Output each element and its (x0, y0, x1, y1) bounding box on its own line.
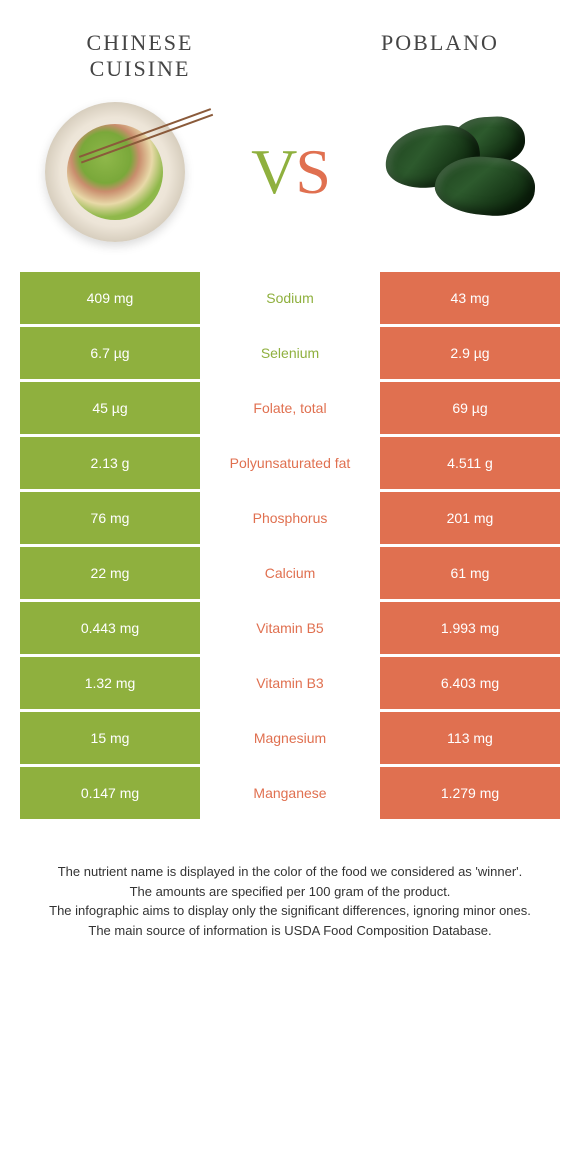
vs-label: VS (251, 135, 329, 209)
vs-row: VS (0, 92, 580, 272)
right-value: 201 mg (380, 492, 560, 544)
left-value: 2.13 g (20, 437, 200, 489)
right-food-title: Poblano (350, 30, 530, 82)
footer-line: The amounts are specified per 100 gram o… (30, 882, 550, 902)
header: Chinese cuisine Poblano (0, 0, 580, 92)
nutrient-label: Phosphorus (200, 492, 380, 544)
right-value: 113 mg (380, 712, 560, 764)
table-row: 76 mgPhosphorus201 mg (20, 492, 560, 544)
left-value: 15 mg (20, 712, 200, 764)
nutrient-label: Calcium (200, 547, 380, 599)
right-value: 1.279 mg (380, 767, 560, 819)
table-row: 409 mgSodium43 mg (20, 272, 560, 324)
vs-s: S (295, 136, 329, 207)
nutrient-label: Vitamin B3 (200, 657, 380, 709)
left-value: 409 mg (20, 272, 200, 324)
footer-line: The nutrient name is displayed in the co… (30, 862, 550, 882)
footer-line: The infographic aims to display only the… (30, 901, 550, 921)
nutrient-label: Magnesium (200, 712, 380, 764)
right-value: 6.403 mg (380, 657, 560, 709)
nutrient-label: Manganese (200, 767, 380, 819)
left-value: 45 µg (20, 382, 200, 434)
table-row: 45 µgFolate, total69 µg (20, 382, 560, 434)
right-value: 61 mg (380, 547, 560, 599)
table-row: 0.443 mgVitamin B51.993 mg (20, 602, 560, 654)
table-row: 2.13 gPolyunsaturated fat4.511 g (20, 437, 560, 489)
left-value: 1.32 mg (20, 657, 200, 709)
left-food-title: Chinese cuisine (50, 30, 230, 82)
table-row: 22 mgCalcium61 mg (20, 547, 560, 599)
nutrient-label: Sodium (200, 272, 380, 324)
nutrient-table: 409 mgSodium43 mg6.7 µgSelenium2.9 µg45 … (20, 272, 560, 819)
table-row: 0.147 mgManganese1.279 mg (20, 767, 560, 819)
table-row: 1.32 mgVitamin B36.403 mg (20, 657, 560, 709)
right-value: 4.511 g (380, 437, 560, 489)
footer-line: The main source of information is USDA F… (30, 921, 550, 941)
right-value: 43 mg (380, 272, 560, 324)
right-value: 2.9 µg (380, 327, 560, 379)
right-food-image (380, 102, 550, 242)
table-row: 6.7 µgSelenium2.9 µg (20, 327, 560, 379)
right-value: 69 µg (380, 382, 560, 434)
footer-notes: The nutrient name is displayed in the co… (0, 822, 580, 940)
nutrient-label: Folate, total (200, 382, 380, 434)
vs-v: V (251, 136, 295, 207)
left-value: 76 mg (20, 492, 200, 544)
left-food-image (30, 102, 200, 242)
nutrient-label: Vitamin B5 (200, 602, 380, 654)
left-value: 6.7 µg (20, 327, 200, 379)
poblano-icon (380, 112, 550, 232)
left-value: 0.443 mg (20, 602, 200, 654)
right-value: 1.993 mg (380, 602, 560, 654)
chinese-bowl-icon (45, 102, 185, 242)
nutrient-label: Polyunsaturated fat (200, 437, 380, 489)
left-value: 0.147 mg (20, 767, 200, 819)
nutrient-label: Selenium (200, 327, 380, 379)
table-row: 15 mgMagnesium113 mg (20, 712, 560, 764)
left-value: 22 mg (20, 547, 200, 599)
